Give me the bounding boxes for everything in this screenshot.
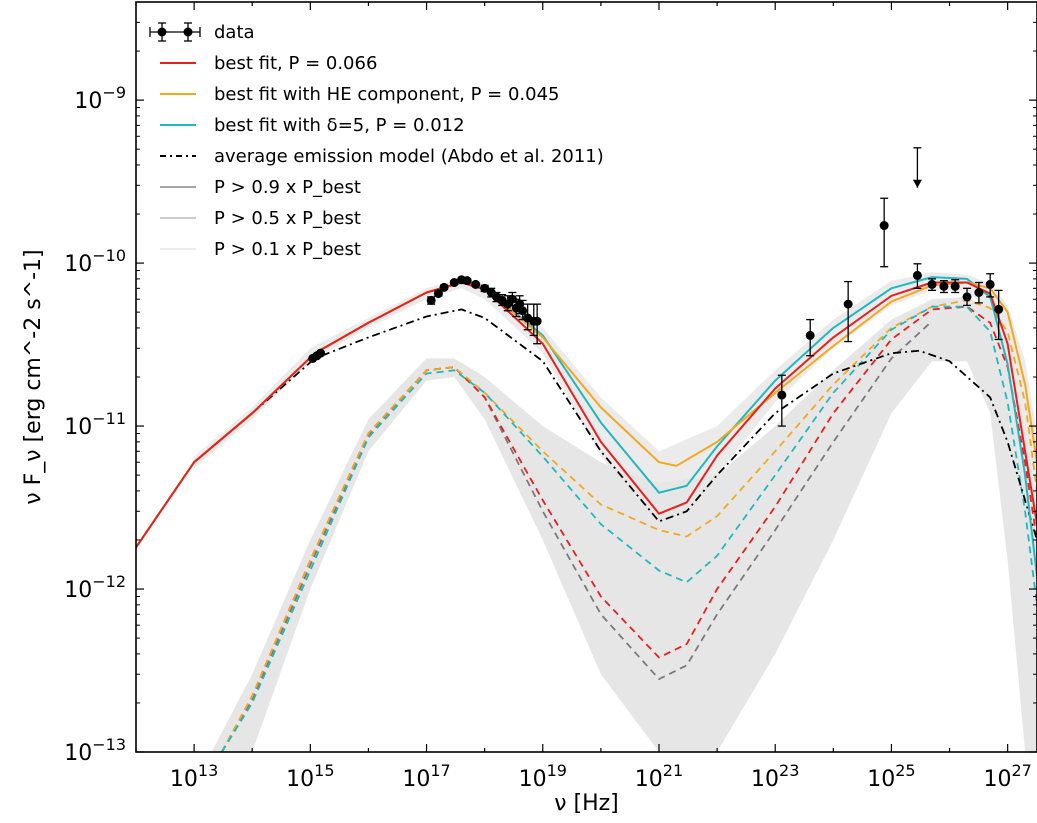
- data-point-29: [950, 279, 960, 294]
- band-1: [211, 296, 1037, 752]
- data-point-26: [912, 263, 922, 289]
- y-tick-label: 10−13: [64, 735, 126, 766]
- data-point-6: [449, 278, 459, 288]
- y-axis-label: ν F_ν [erg cm^-2 s^-1]: [21, 249, 46, 504]
- series-line-3: [136, 308, 1037, 548]
- legend-item-6: P > 0.5 x P_best: [160, 208, 361, 229]
- data-point-2: [316, 348, 326, 358]
- data-point-21: [532, 303, 542, 345]
- series-line-7: [221, 320, 933, 752]
- y-tick-label: 10−11: [64, 409, 126, 440]
- x-tick-label: 1019: [519, 761, 567, 792]
- data-point-32: [985, 273, 995, 298]
- probability-bands: [194, 272, 1037, 752]
- x-tick-label: 1025: [867, 761, 915, 792]
- x-axis-label: ν [Hz]: [554, 791, 619, 816]
- x-tick-label: 1015: [286, 761, 334, 792]
- series-line-4: [221, 305, 1037, 752]
- data-point-28: [939, 280, 949, 294]
- series-line-5: [221, 299, 1037, 752]
- y-tick-label: 10−10: [64, 246, 126, 277]
- x-tick-label: 1013: [170, 761, 218, 792]
- data-point-8: [462, 276, 472, 286]
- data-point-24: [843, 280, 853, 343]
- band-0: [194, 272, 1037, 654]
- axis-ticks: 1013 1015 1017 1019 1021 1023 1025 1027 10−13 10−…: [64, 1, 1037, 792]
- legend-label: best fit with HE component, P = 0.045: [214, 84, 560, 105]
- legend-item-2: best fit with HE component, P = 0.045: [160, 84, 560, 105]
- data-point-27: [927, 278, 937, 292]
- legend-label: average emission model (Abdo et al. 2011…: [214, 146, 604, 167]
- legend-label: data: [214, 22, 255, 43]
- data-point-22: [777, 374, 787, 427]
- x-tick-label: 1021: [635, 761, 683, 792]
- data-point-23: [805, 318, 815, 357]
- x-tick-label: 1027: [983, 761, 1031, 792]
- x-tick-label: 1023: [751, 761, 799, 792]
- y-tick-label: 10−12: [64, 572, 126, 603]
- series-line-6: [221, 305, 1037, 752]
- legend-label: best fit with δ=5, P = 0.012: [214, 115, 465, 136]
- data-point-4: [433, 289, 443, 299]
- data-point-10: [480, 283, 490, 293]
- upper-limit-0: [912, 147, 922, 188]
- legend-label: P > 0.5 x P_best: [214, 208, 361, 229]
- legend-item-3: best fit with δ=5, P = 0.012: [160, 115, 465, 136]
- legend: data best fit, P = 0.066 best fit with HE …: [149, 22, 604, 260]
- data-points: [308, 147, 1004, 427]
- data-point-30: [962, 287, 972, 307]
- legend-item-7: P > 0.1 x P_best: [160, 239, 361, 260]
- legend-label: best fit, P = 0.066: [214, 53, 377, 74]
- data-point-5: [439, 282, 449, 292]
- legend-item-4: average emission model (Abdo et al. 2011…: [160, 146, 604, 167]
- legend-item-1: best fit, P = 0.066: [160, 53, 377, 74]
- data-point-25: [879, 197, 889, 268]
- data-point-31: [974, 281, 984, 304]
- legend-item-0: data: [149, 22, 255, 43]
- legend-item-5: P > 0.9 x P_best: [160, 177, 361, 198]
- y-tick-label: 10−9: [74, 83, 126, 114]
- data-point-33: [994, 289, 1004, 341]
- data-point-18: [518, 299, 528, 321]
- x-tick-label: 1017: [402, 761, 450, 792]
- legend-label: P > 0.9 x P_best: [214, 177, 361, 198]
- legend-label: P > 0.1 x P_best: [214, 239, 361, 260]
- data-point-3: [426, 295, 436, 305]
- data-point-9: [471, 279, 481, 289]
